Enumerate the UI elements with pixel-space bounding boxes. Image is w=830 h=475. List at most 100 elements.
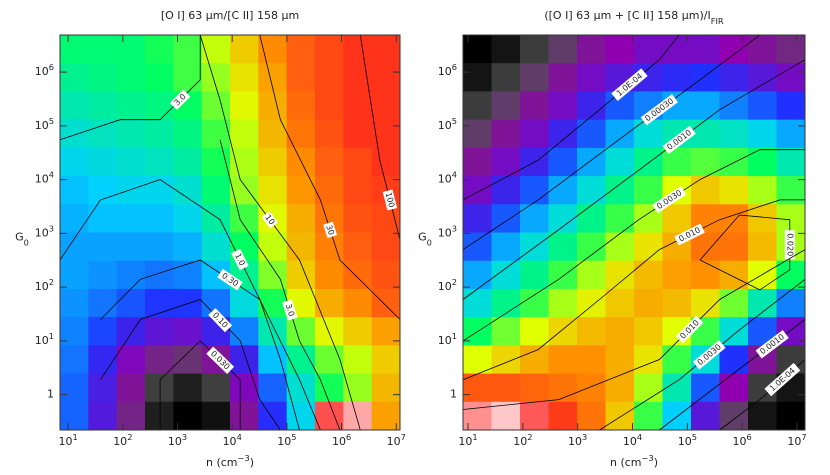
heat-cell xyxy=(634,373,663,403)
heat-cell xyxy=(548,288,578,318)
x-axis-label: n (cm−3) xyxy=(610,453,658,470)
heat-cell xyxy=(691,232,720,262)
heat-cell xyxy=(371,204,401,233)
x-axis-label-part: n (cm xyxy=(610,456,642,469)
heat-cell xyxy=(371,260,401,290)
contour-line xyxy=(462,59,806,300)
heat-cell xyxy=(491,91,521,121)
heat-cell xyxy=(776,119,806,149)
heat-cell xyxy=(88,288,118,318)
plot-frame xyxy=(462,34,806,431)
heat-cell xyxy=(145,401,174,431)
heat-cell xyxy=(491,317,521,346)
heat-cell xyxy=(88,35,118,64)
x-tick-label-part: 10 xyxy=(678,435,692,448)
heat-cell xyxy=(116,345,146,375)
heat-cell xyxy=(173,317,203,346)
x-tick-label-part: 10 xyxy=(168,435,182,448)
heat-cell xyxy=(116,63,146,92)
y-tick-label-part: 10 xyxy=(35,173,49,186)
heat-cell xyxy=(88,176,118,205)
heat-cell xyxy=(776,35,806,64)
contour-label-bg xyxy=(611,68,648,102)
heat-cell xyxy=(371,373,401,403)
heat-cell xyxy=(748,147,777,177)
heat-cell xyxy=(286,401,316,431)
x-tick-label: 106 xyxy=(733,432,752,449)
heat-cell xyxy=(258,176,288,205)
heat-cell xyxy=(88,204,118,233)
x-tick-label-part: 5 xyxy=(692,432,697,442)
heat-cell xyxy=(719,176,749,205)
heat-cell xyxy=(691,35,720,64)
heat-cell xyxy=(315,91,344,121)
heat-cell xyxy=(748,176,777,205)
contour-label-group: 0.020 xyxy=(784,230,795,260)
x-tick-label: 105 xyxy=(678,432,697,449)
x-tick-label-part: 10 xyxy=(458,435,472,448)
heat-cell xyxy=(548,260,578,290)
y-tick-label-part: 5 xyxy=(452,115,457,125)
heat-cell xyxy=(371,288,401,318)
heat-cell xyxy=(371,317,401,346)
y-tick-label-part: 10 xyxy=(438,173,452,186)
heat-cell xyxy=(315,176,344,205)
heat-cell xyxy=(173,35,203,64)
x-axis-label-part: ) xyxy=(250,456,254,469)
heat-cell xyxy=(520,373,549,403)
contour-line xyxy=(59,179,321,431)
heat-cell xyxy=(577,119,606,149)
heat-cell xyxy=(634,35,663,64)
x-tick-label-part: 4 xyxy=(237,432,242,442)
heat-cell xyxy=(371,63,401,92)
heat-cell xyxy=(286,204,316,233)
heat-cell xyxy=(258,317,288,346)
heat-cell xyxy=(463,204,492,233)
contour-label-group: 3.0 xyxy=(282,299,298,321)
heat-cell xyxy=(343,91,373,121)
heat-cell xyxy=(315,63,344,92)
heat-cell xyxy=(343,204,373,233)
y-tick-label-part: 2 xyxy=(452,277,457,287)
heat-cell xyxy=(145,373,174,403)
heat-cell xyxy=(286,63,316,92)
x-axis-label-part: ) xyxy=(654,456,658,469)
heat-cell xyxy=(371,91,401,121)
heat-cell xyxy=(145,176,174,205)
heat-cell xyxy=(548,63,578,92)
heat-cell xyxy=(719,63,749,92)
heat-cell xyxy=(343,232,373,262)
y-tick-label: 104 xyxy=(35,169,54,186)
heat-cell xyxy=(258,260,288,290)
heat-cell xyxy=(634,119,663,149)
y-tick-label-part: 6 xyxy=(49,62,54,72)
heat-cell xyxy=(371,147,401,177)
heat-cell xyxy=(343,373,373,403)
heat-cell xyxy=(258,35,288,64)
y-tick-label: 106 xyxy=(438,62,457,79)
heat-cell xyxy=(776,91,806,121)
heat-cell xyxy=(605,288,635,318)
contour-label-group: 1.0 xyxy=(231,248,249,271)
heat-cell xyxy=(748,63,777,92)
x-tick-label: 105 xyxy=(277,432,296,449)
heat-cell xyxy=(548,345,578,375)
contour-label-bg xyxy=(674,223,705,246)
heat-cell xyxy=(88,232,118,262)
heat-cell xyxy=(491,176,521,205)
heat-cell xyxy=(719,35,749,64)
heat-cell xyxy=(577,401,606,431)
heat-cell xyxy=(258,91,288,121)
heat-cell xyxy=(605,260,635,290)
heat-cell xyxy=(548,232,578,262)
x-tick-label: 103 xyxy=(168,432,187,449)
heat-cell xyxy=(577,373,606,403)
contour-line xyxy=(462,249,806,410)
heat-cell xyxy=(548,119,578,149)
x-tick-label-part: 6 xyxy=(346,432,351,442)
heat-cell xyxy=(315,35,344,64)
x-tick-label: 101 xyxy=(59,432,78,449)
heat-cell xyxy=(230,176,259,205)
y-tick-label-part: 6 xyxy=(452,62,457,72)
heat-cell xyxy=(258,345,288,375)
